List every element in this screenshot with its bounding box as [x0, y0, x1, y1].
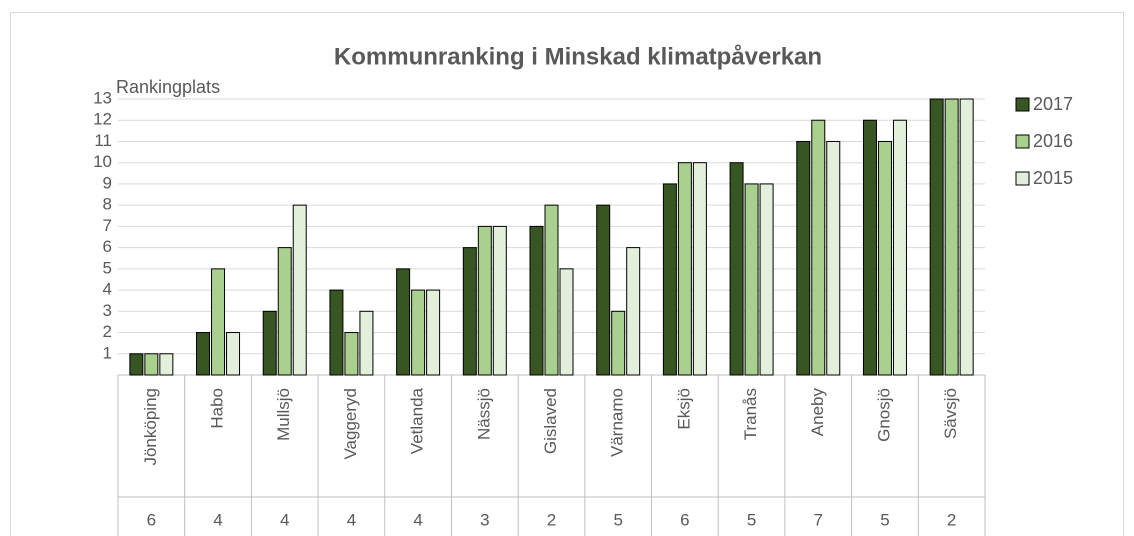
y-tick-label: 1: [103, 343, 112, 362]
bar: [329, 289, 344, 376]
bar: [759, 183, 774, 376]
x-tick-label: Mullsjö: [274, 388, 293, 441]
bar: [544, 204, 559, 376]
bar: [277, 247, 292, 376]
legend-label: 2017: [1033, 94, 1073, 114]
y-tick-label: 6: [103, 237, 112, 256]
x-tick-label: Gislaved: [541, 388, 560, 454]
bar: [426, 289, 441, 376]
y-tick-label: 9: [103, 173, 112, 192]
x-tick-label: Aneby: [808, 388, 827, 437]
bar: [944, 98, 959, 376]
category-count: 4: [347, 510, 356, 529]
bar: [196, 332, 211, 376]
chart-title: Kommunranking i Minskad klimatpåverkan: [334, 43, 822, 70]
bar: [262, 310, 277, 376]
x-tick-label: Eksjö: [674, 388, 693, 430]
bar: [929, 98, 944, 376]
x-tick-label: Sävsjö: [941, 388, 960, 439]
y-tick-label: 10: [93, 152, 112, 171]
x-tick-label: Värnamo: [608, 388, 627, 457]
y-tick-label: 12: [93, 110, 112, 129]
bar: [144, 353, 159, 376]
x-tick-label: Tranås: [741, 388, 760, 440]
y-tick-label: 3: [103, 301, 112, 320]
legend-swatch: [1015, 134, 1030, 149]
bar: [596, 204, 611, 376]
bar: [626, 247, 641, 376]
bar: [344, 332, 359, 376]
category-count: 6: [680, 510, 689, 529]
y-tick-label: 11: [94, 131, 112, 150]
category-count: 5: [613, 510, 622, 529]
bar: [892, 119, 907, 376]
bar: [744, 183, 759, 376]
x-tick-label: Jönköping: [141, 388, 160, 466]
category-count: 4: [213, 510, 222, 529]
category-count: 4: [280, 510, 289, 529]
bar: [811, 119, 826, 376]
bar: [959, 98, 974, 376]
bar: [529, 225, 544, 376]
bar: [396, 268, 411, 376]
bar: [492, 225, 507, 376]
category-count: 6: [147, 510, 156, 529]
y-tick-label: 8: [103, 195, 112, 214]
bar: [677, 162, 692, 376]
bar: [129, 353, 144, 376]
legend-label: 2015: [1033, 168, 1073, 188]
x-tick-label: Vetlanda: [408, 387, 427, 454]
x-tick-label: Gnosjö: [874, 388, 893, 442]
category-count: 5: [880, 510, 889, 529]
bar: [862, 119, 877, 376]
bar: [292, 204, 307, 376]
y-tick-label: 5: [103, 258, 112, 277]
category-count: 5: [747, 510, 756, 529]
bar: [159, 353, 174, 376]
category-count: 7: [814, 510, 823, 529]
y-axis-label: Rankingplats: [116, 77, 220, 97]
bar: [359, 310, 374, 376]
bar: [462, 247, 477, 376]
category-count: 2: [547, 510, 556, 529]
y-tick-label: 4: [103, 280, 112, 299]
legend-swatch: [1015, 97, 1030, 112]
y-tick-label: 2: [103, 322, 112, 341]
x-tick-label: Habo: [208, 388, 227, 429]
bar: [411, 289, 426, 376]
legend-label: 2016: [1033, 131, 1073, 151]
x-tick-label: Nässjö: [474, 388, 493, 440]
bar: [211, 268, 226, 376]
bar: [559, 268, 574, 376]
bar: [877, 140, 892, 376]
y-tick-label: 7: [103, 216, 112, 235]
bar: [226, 332, 241, 376]
bar: [729, 162, 744, 376]
legend-swatch: [1015, 171, 1030, 186]
bar: [662, 183, 677, 376]
bar: [826, 140, 841, 376]
category-count: 2: [947, 510, 956, 529]
bar: [692, 162, 707, 376]
category-count: 3: [480, 510, 489, 529]
bar: [477, 225, 492, 376]
x-tick-label: Vaggeryd: [341, 388, 360, 460]
y-tick-label: 13: [93, 88, 112, 107]
category-count: 4: [413, 510, 422, 529]
bar: [796, 140, 811, 376]
bar: [611, 310, 626, 376]
